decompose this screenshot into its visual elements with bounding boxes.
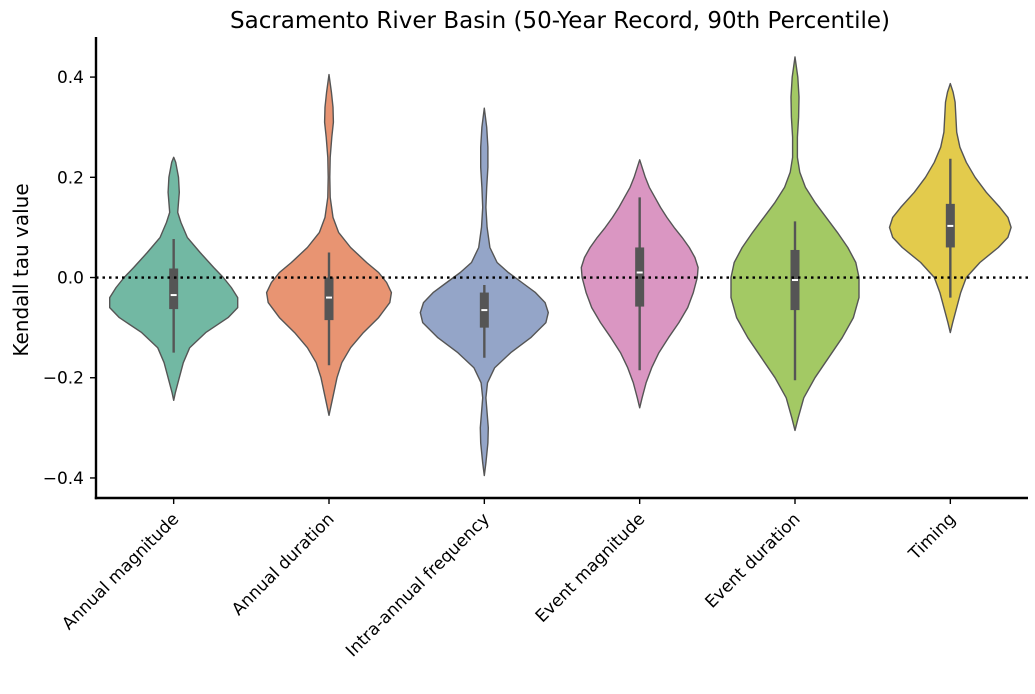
y-tick-label: 0.4 [57, 68, 84, 88]
y-tick-label: 0.2 [57, 168, 84, 188]
boxes-group [169, 158, 955, 381]
x-tick-label: Event magnitude [532, 509, 649, 626]
axes-group [94, 37, 1028, 500]
y-axis-label: Kendall tau value [9, 183, 33, 356]
x-tick-label: Intra-annual frequency [342, 509, 494, 661]
y-tick-label: −0.4 [43, 469, 84, 489]
x-ticks: Annual magnitude Annual duration Intra-ann… [58, 498, 960, 661]
x-tick-label: Annual magnitude [58, 509, 183, 634]
violin-1 [265, 73, 393, 416]
y-ticks: 0.4 0.2 0.0 −0.2 −0.4 [43, 68, 96, 489]
chart-title: Sacramento River Basin (50-Year Record, … [230, 8, 890, 34]
box-0 [169, 268, 179, 310]
y-tick-label: −0.2 [43, 369, 84, 389]
x-tick-label: Timing [904, 509, 959, 564]
y-tick-label: 0.0 [57, 269, 84, 289]
x-tick-label: Event duration [702, 509, 805, 612]
x-tick-label: Annual duration [228, 509, 338, 619]
box-3 [635, 247, 645, 307]
violins-group [109, 56, 1012, 477]
box-1 [324, 277, 334, 321]
